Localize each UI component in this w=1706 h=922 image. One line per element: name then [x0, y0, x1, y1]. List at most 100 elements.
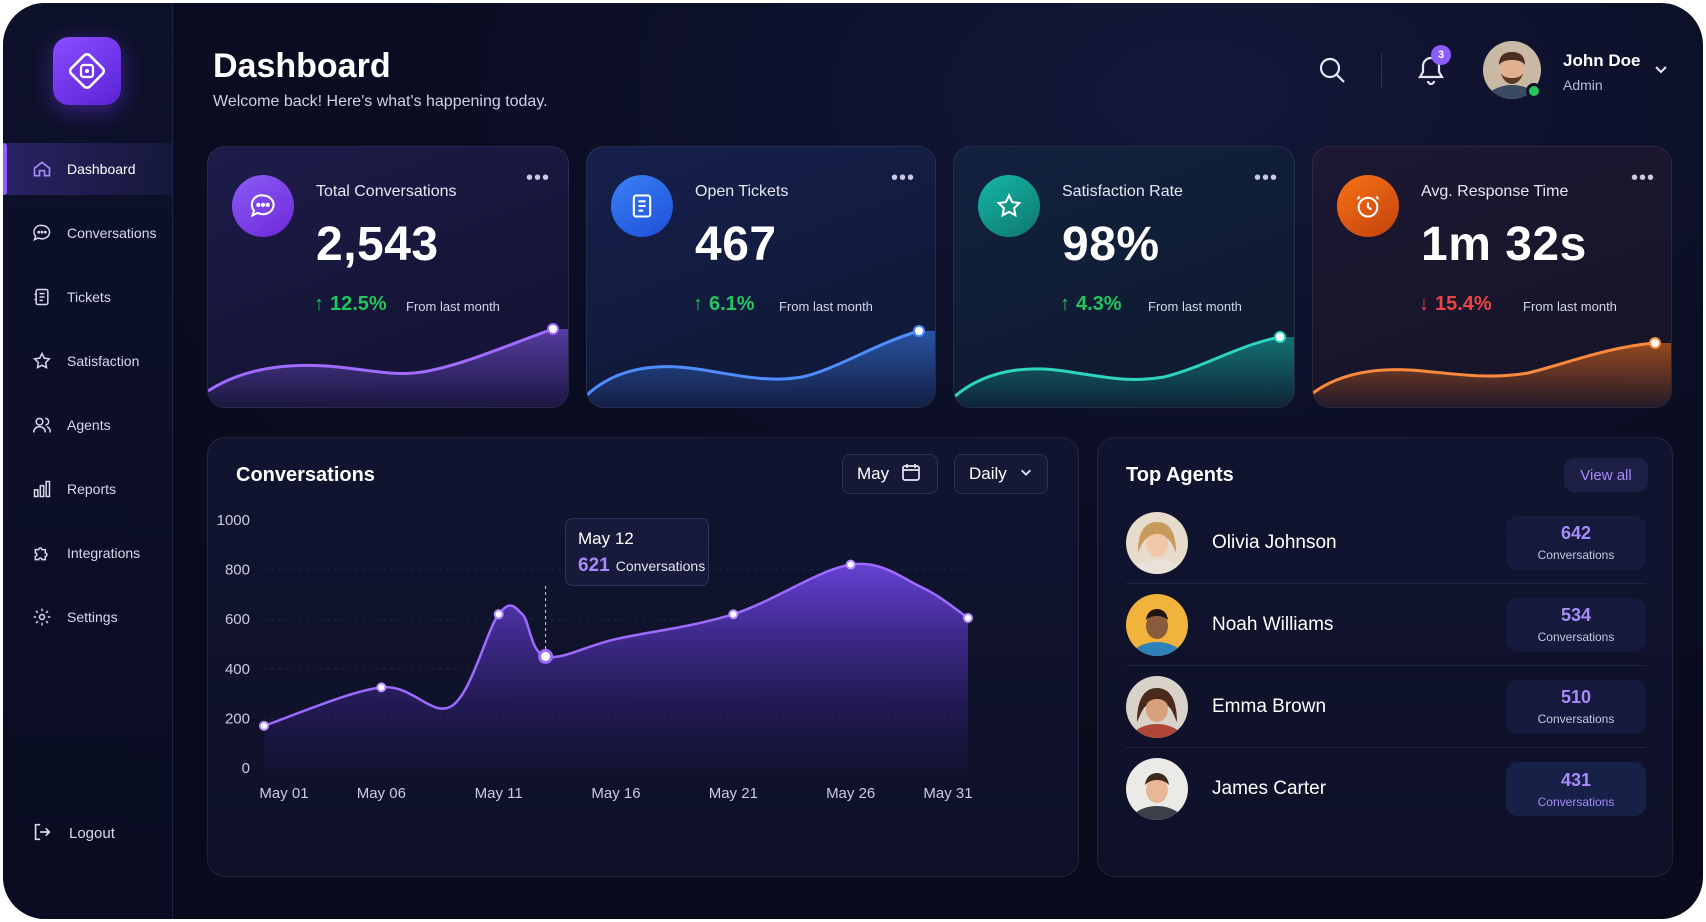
data-point[interactable]	[376, 682, 387, 693]
stat-card-avg-response-time: Avg. Response Time 1m 32s ↓ 15.4% From l…	[1312, 146, 1672, 408]
more-options-icon[interactable]: •••	[1254, 167, 1279, 189]
sidebar-item-satisfaction[interactable]: Satisfaction	[3, 335, 173, 387]
data-point[interactable]	[845, 559, 856, 570]
arrow-up-icon: ↑	[693, 293, 703, 315]
sparkline-open-tickets	[587, 325, 935, 407]
agent-count-value: 510	[1560, 687, 1592, 707]
sidebar-item-label: Agents	[67, 417, 111, 433]
sidebar-item-settings[interactable]: Settings	[3, 591, 173, 643]
y-tick-label: 800	[225, 562, 250, 579]
avatar	[1126, 593, 1188, 656]
page-title: Dashboard	[213, 47, 391, 85]
agent-count-value: 642	[1560, 523, 1592, 543]
agent-conversation-count: 431 Conversations	[1506, 762, 1646, 816]
header-divider	[1381, 53, 1382, 89]
stat-from-label: From last month	[1148, 299, 1242, 314]
agent-count-value: 431	[1560, 769, 1592, 790]
stat-delta: ↑ 6.1%	[693, 293, 755, 316]
list-item[interactable]: Noah Williams 534 Conversations	[1126, 584, 1646, 666]
agent-conversation-count: 534 Conversations	[1506, 597, 1646, 652]
sidebar-item-label: Tickets	[67, 289, 111, 305]
stat-card-total-conversations: Total Conversations 2,543 ↑ 12.5% From l…	[207, 146, 569, 408]
star-icon	[31, 350, 53, 372]
tooltip-unit: Conversations	[615, 558, 706, 574]
list-item[interactable]: Emma Brown 510 Conversations	[1126, 666, 1646, 748]
sidebar-item-label: Settings	[67, 609, 118, 625]
tooltip-value-row: 621 Conversations	[578, 555, 705, 577]
view-all-link[interactable]: View all	[1564, 458, 1648, 492]
sidebar-item-tickets[interactable]: Tickets	[3, 271, 173, 323]
sparkline-total-conversations	[208, 323, 568, 407]
x-tick-label: May 11	[475, 785, 523, 802]
sidebar-nav: Dashboard Conversations Tickets Satisfac…	[3, 143, 173, 655]
clock-icon	[1337, 175, 1399, 237]
more-options-icon[interactable]: •••	[526, 167, 551, 189]
sparkline-satisfaction-rate	[954, 331, 1294, 407]
data-point[interactable]	[963, 612, 973, 623]
search-icon[interactable]	[1317, 55, 1347, 85]
y-tick-label: 0	[242, 760, 250, 777]
app-window: Dashboard Conversations Tickets Satisfac…	[3, 3, 1703, 919]
chat-bubble-icon	[31, 222, 53, 244]
stat-delta: ↓ 15.4%	[1419, 293, 1492, 316]
sidebar-item-label: Integrations	[67, 545, 141, 561]
month-picker-value: May	[857, 464, 890, 483]
stat-card-open-tickets: Open Tickets 467 ↑ 6.1% From last month …	[586, 146, 936, 408]
chat-bubble-icon	[232, 175, 294, 237]
stat-label: Avg. Response Time	[1421, 183, 1569, 200]
more-options-icon[interactable]: •••	[891, 167, 916, 189]
x-tick-label: May 31	[923, 785, 972, 802]
calendar-icon	[901, 462, 921, 487]
data-point[interactable]	[493, 609, 504, 620]
notification-badge: 3	[1431, 45, 1451, 65]
tooltip-date: May 12	[578, 529, 634, 548]
more-options-icon[interactable]: •••	[1631, 167, 1656, 189]
list-item[interactable]: James Carter 431 Conversations	[1126, 748, 1646, 830]
sidebar-item-label: Satisfaction	[67, 353, 140, 369]
app-logo-icon[interactable]	[53, 37, 121, 105]
logout-label: Logout	[69, 824, 115, 842]
agent-name: Noah Williams	[1212, 613, 1334, 635]
month-picker[interactable]: May	[842, 454, 938, 494]
star-icon	[978, 175, 1040, 237]
users-icon	[31, 414, 53, 436]
x-tick-label: May 26	[826, 785, 875, 802]
sidebar-item-agents[interactable]: Agents	[3, 399, 173, 451]
list-item[interactable]: Olivia Johnson 642 Conversations	[1126, 502, 1646, 584]
sidebar-item-integrations[interactable]: Integrations	[3, 527, 173, 579]
period-select[interactable]: Daily	[954, 454, 1048, 494]
period-select-value: Daily	[969, 464, 1007, 483]
stat-from-label: From last month	[1523, 299, 1617, 314]
sidebar-item-dashboard[interactable]: Dashboard	[3, 143, 173, 195]
home-icon	[31, 158, 53, 180]
stat-delta-value: 12.5%	[330, 293, 387, 315]
chart-area	[264, 563, 968, 768]
sidebar-item-conversations[interactable]: Conversations	[3, 207, 173, 259]
stat-value: 1m 32s	[1421, 218, 1587, 271]
logout-button[interactable]: Logout	[31, 821, 115, 845]
agent-conversation-count: 510 Conversations	[1506, 679, 1646, 734]
highlighted-data-point[interactable]	[538, 648, 554, 664]
agent-name: James Carter	[1212, 778, 1327, 799]
y-tick-label: 1000	[217, 512, 250, 529]
x-tick-label: May 16	[591, 785, 640, 802]
arrow-down-icon: ↓	[1419, 293, 1429, 315]
avatar	[1126, 675, 1188, 738]
data-point[interactable]	[728, 609, 739, 620]
panel-title: Conversations	[236, 464, 375, 486]
puzzle-icon	[31, 542, 53, 564]
agent-count-label: Conversations	[1537, 548, 1615, 562]
stat-card-satisfaction-rate: Satisfaction Rate 98% ↑ 4.3% From last m…	[953, 146, 1295, 408]
gear-icon	[31, 606, 53, 628]
ticket-icon	[611, 175, 673, 237]
chevron-down-icon[interactable]	[1653, 61, 1669, 77]
arrow-up-icon: ↑	[314, 293, 324, 315]
stat-delta: ↑ 4.3%	[1060, 293, 1122, 316]
user-name[interactable]: John Doe	[1563, 51, 1641, 70]
stat-value: 98%	[1062, 218, 1160, 271]
x-tick-label: May 21	[709, 785, 758, 802]
data-point[interactable]	[259, 720, 269, 731]
stat-from-label: From last month	[406, 299, 500, 314]
sidebar-item-reports[interactable]: Reports	[3, 463, 173, 515]
sidebar-item-label: Dashboard	[67, 161, 136, 177]
